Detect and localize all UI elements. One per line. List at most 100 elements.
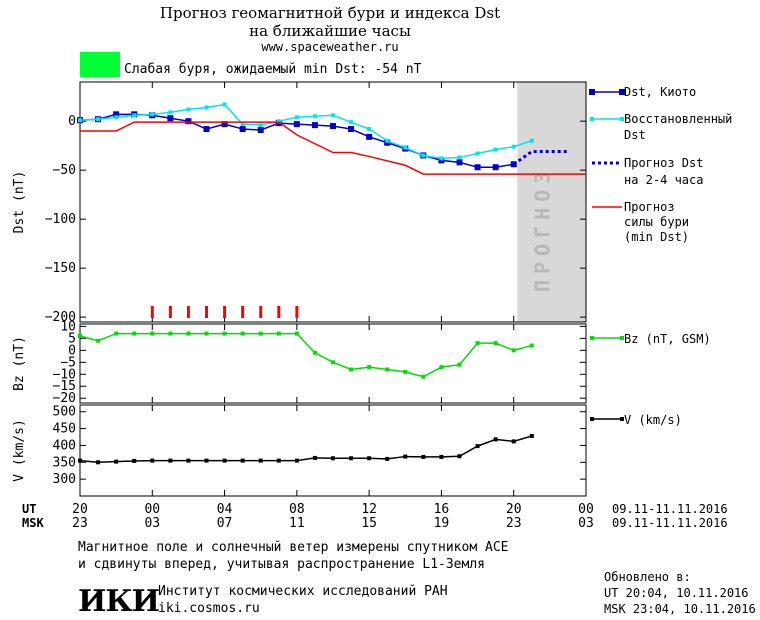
data-point-v: [204, 458, 209, 463]
data-point-bz: [403, 369, 408, 374]
data-point-v: [132, 458, 137, 463]
ut-tick-label: 20: [72, 502, 88, 517]
y-axis-label-dst: Dst (nT): [12, 171, 27, 234]
data-point-v: [114, 459, 119, 464]
y-tick-label: 0: [68, 343, 76, 358]
data-point-dst: [474, 164, 481, 171]
legend-bz: Bz (nT, GSM): [624, 332, 711, 346]
y-tick-label: 350: [53, 455, 76, 470]
data-point-dst: [367, 127, 372, 132]
y-tick-label: −150: [45, 261, 76, 276]
data-point-dst: [167, 115, 174, 122]
y-tick-label: −5: [60, 355, 76, 370]
msk-tick-label: 19: [434, 516, 450, 531]
data-point-bz: [421, 374, 426, 379]
data-point-bz: [132, 331, 137, 336]
panel-frame-v: [79, 404, 587, 497]
data-point-v: [150, 458, 155, 463]
ut-tick-label: 16: [434, 502, 450, 517]
storm-status-text: Слабая буря, ожидаемый min Dst: -54 nT: [124, 62, 422, 77]
data-point-dst: [150, 112, 155, 117]
data-point-v: [222, 458, 227, 463]
data-point-dst: [385, 138, 390, 143]
ut-tick-label: 04: [217, 502, 233, 517]
data-point-dst: [96, 117, 101, 122]
legend-marker-1: [620, 117, 624, 121]
data-point-v: [78, 458, 82, 463]
institute-name: Институт космических исследований РАН: [158, 584, 448, 599]
chart-title-line2: на ближайшие часы: [249, 22, 411, 40]
legend-marker-4: [590, 336, 594, 340]
legend-restored-2: Dst: [624, 128, 646, 142]
legend-marker-0: [589, 89, 595, 95]
msk-tick-label: 11: [289, 516, 305, 531]
data-point-v: [294, 458, 299, 463]
data-point-v: [349, 456, 354, 461]
data-point-dst: [204, 105, 209, 110]
data-point-dst: [349, 120, 354, 125]
data-point-dst: [366, 133, 373, 140]
data-point-dst: [312, 114, 317, 119]
data-point-bz: [222, 331, 227, 336]
data-point-bz: [204, 331, 209, 336]
data-point-bz: [294, 331, 299, 336]
data-point-dst: [475, 151, 480, 156]
data-point-v: [258, 458, 263, 463]
iki-logo: ИКИ: [78, 584, 160, 619]
y-tick-label: −10: [53, 367, 76, 382]
y-tick-label: −200: [45, 310, 76, 325]
data-point-dst: [311, 122, 318, 129]
data-point-v: [511, 439, 516, 444]
ut-date-range: 09.11-11.11.2016: [612, 502, 728, 516]
legend-dst-kyoto: Dst, Киото: [624, 85, 697, 99]
data-point-dst: [239, 126, 246, 133]
ut-tick-label: 00: [144, 502, 160, 517]
data-point-bz: [240, 331, 245, 336]
legend-restored-1: Восстановленный: [624, 112, 733, 126]
data-point-v: [493, 437, 498, 442]
data-point-bz: [186, 331, 191, 336]
legend-forecast-dst-1: Прогноз Dst: [624, 156, 704, 170]
ut-tick-label: 12: [361, 502, 377, 517]
data-point-dst: [492, 164, 499, 171]
data-point-dst: [113, 111, 120, 118]
y-tick-label: −50: [53, 163, 76, 178]
data-point-dst: [348, 126, 355, 133]
data-point-dst: [168, 110, 173, 115]
data-point-bz: [367, 365, 372, 370]
data-point-v: [385, 456, 390, 461]
y-tick-label: 300: [53, 472, 76, 487]
data-point-v: [475, 444, 480, 449]
legend-marker-4: [620, 336, 624, 340]
data-point-v: [439, 454, 444, 459]
msk-tick-label: 03: [144, 516, 160, 531]
data-point-dst: [403, 145, 408, 150]
y-axis-label-bz: Bz (nT): [12, 336, 27, 391]
note-line2: и сдвинуты вперед, учитывая распростране…: [78, 557, 485, 572]
msk-date-range: 09.11-11.11.2016: [612, 516, 728, 530]
series-line-v-0: [79, 435, 533, 464]
legend-marker-5: [620, 417, 624, 421]
legend-marker-1: [590, 117, 594, 121]
ut-axis-label: UT: [22, 502, 37, 516]
data-point-v: [403, 454, 408, 459]
y-axis-label-v: V (km/s): [12, 419, 27, 482]
data-point-bz: [96, 338, 101, 343]
data-point-dst: [240, 122, 245, 127]
updated-msk: MSK 23:04, 10.11.2016: [604, 602, 756, 616]
updated-label: Обновлено в:: [604, 570, 691, 584]
data-point-dst: [186, 107, 191, 112]
site-url[interactable]: www.spaceweather.ru: [261, 40, 399, 54]
y-tick-label: −100: [45, 212, 76, 227]
data-point-v: [312, 455, 317, 460]
institute-url[interactable]: iki.cosmos.ru: [158, 601, 260, 616]
data-point-v: [96, 460, 101, 465]
y-tick-label: 5: [68, 331, 76, 346]
data-point-bz: [385, 367, 390, 372]
data-point-bz: [168, 331, 173, 336]
data-point-bz: [258, 331, 263, 336]
chart-title-line1: Прогноз геомагнитной бури и индекса Dst: [159, 4, 501, 22]
y-tick-label: 450: [53, 422, 76, 437]
data-point-bz: [114, 331, 119, 336]
data-point-v: [367, 456, 372, 461]
